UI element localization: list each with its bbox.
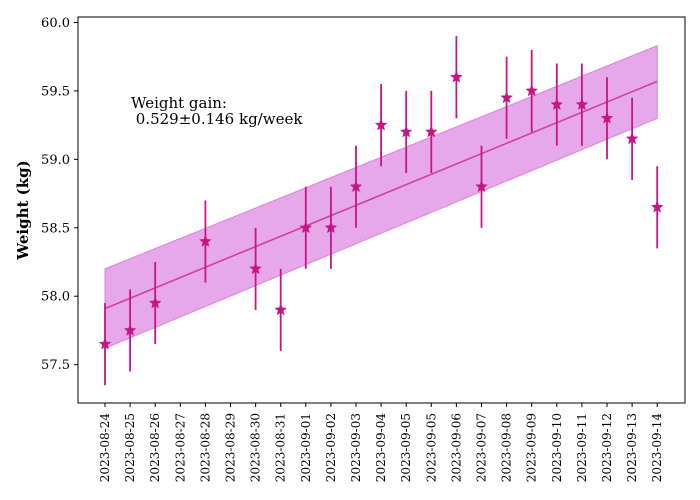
- x-tick-label: 2023-09-10: [550, 413, 564, 482]
- x-tick-label: 2023-09-11: [575, 413, 589, 482]
- x-tick-label: 2023-09-05: [424, 413, 438, 482]
- x-tick-label: 2023-09-06: [449, 413, 463, 482]
- data-point: [650, 200, 664, 213]
- x-tick-label: 2023-08-28: [198, 413, 212, 482]
- x-tick-label: 2023-09-14: [650, 413, 664, 483]
- fit-line: [104, 80, 658, 310]
- weight-gain-annotation: Weight gain: 0.529±0.146 kg/week: [131, 94, 303, 128]
- data-point: [299, 221, 313, 234]
- data-point: [625, 132, 639, 145]
- data-point: [374, 118, 388, 131]
- x-tick-label: 2023-08-25: [123, 413, 137, 482]
- data-point: [600, 111, 614, 124]
- data-point: [249, 262, 262, 275]
- data-point: [424, 125, 438, 138]
- y-tick-label: 58.0: [41, 290, 70, 305]
- x-tick-label: 2023-08-30: [249, 413, 263, 482]
- data-point: [399, 125, 413, 138]
- data-point: [450, 70, 463, 83]
- x-tick-label: 2023-09-05: [399, 413, 413, 482]
- x-tick-label: 2023-08-31: [274, 413, 288, 482]
- x-tick-label: 2023-09-08: [500, 413, 514, 482]
- points-layer: [98, 70, 664, 350]
- y-tick-label: 59.0: [41, 153, 70, 168]
- x-tick-label: 2023-08-24: [98, 413, 112, 483]
- x-tick-label: 2023-08-26: [148, 413, 162, 482]
- x-tick-label: 2023-09-04: [374, 413, 388, 483]
- y-tick-label: 59.5: [41, 84, 70, 99]
- data-point: [500, 91, 513, 104]
- y-axis-label: Weight (kg): [14, 160, 32, 261]
- x-tick-label: 2023-09-07: [475, 413, 489, 482]
- x-tick-label: 2023-09-02: [324, 413, 338, 482]
- x-tick-label: 2023-09-03: [349, 413, 363, 482]
- x-tick-label: 2023-09-01: [299, 413, 313, 482]
- x-tick-label: 2023-08-27: [173, 413, 187, 482]
- data-point: [525, 84, 539, 97]
- y-tick-label: 57.5: [41, 358, 70, 373]
- data-point: [324, 221, 338, 234]
- y-axis: 57.5 58.0 58.5 59.0 59.5 60.0: [41, 16, 78, 373]
- data-point: [123, 323, 137, 336]
- annotation-line-2: 0.529±0.146 kg/week: [131, 110, 303, 128]
- y-tick-label: 60.0: [41, 16, 70, 31]
- y-tick-label: 58.5: [41, 221, 70, 236]
- data-point: [274, 303, 288, 316]
- x-tick-label: 2023-09-09: [525, 413, 539, 482]
- data-point: [98, 337, 112, 350]
- x-tick-label: 2023-08-29: [224, 413, 238, 482]
- data-point: [349, 180, 363, 193]
- x-tick-label: 2023-09-13: [625, 413, 639, 482]
- data-point: [475, 180, 488, 193]
- x-tick-label: 2023-09-12: [600, 413, 614, 482]
- data-point: [148, 296, 162, 309]
- annotation-line-1: Weight gain:: [131, 94, 227, 112]
- x-axis: 2023-08-24 2023-08-25 2023-08-26 2023-08-27…: [98, 403, 664, 482]
- data-point: [575, 97, 589, 111]
- data-point: [550, 97, 564, 111]
- data-point: [199, 234, 212, 247]
- fit-line-layer: [104, 80, 658, 310]
